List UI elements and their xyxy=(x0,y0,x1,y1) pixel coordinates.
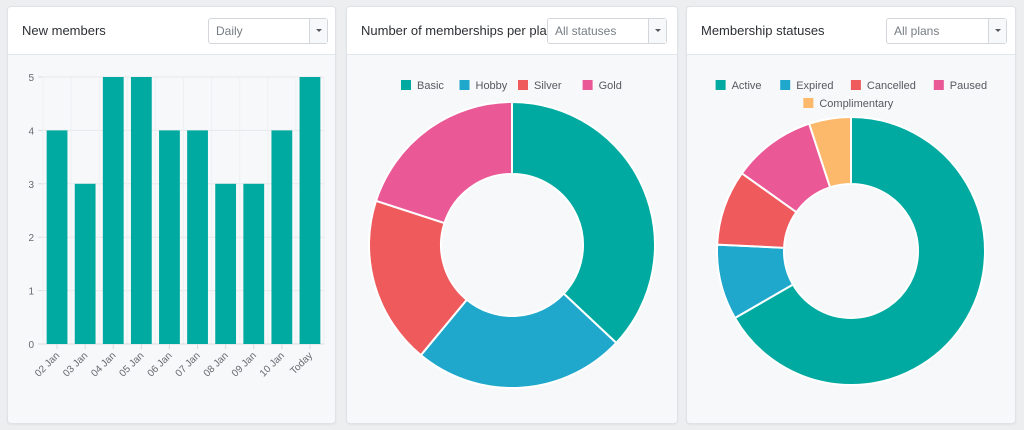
legend-swatch[interactable] xyxy=(780,80,791,90)
legend-swatch[interactable] xyxy=(582,80,593,90)
legend-label[interactable]: Expired xyxy=(796,80,833,92)
status-filter-value: All statuses xyxy=(555,24,617,38)
y-tick-label: 4 xyxy=(28,126,34,137)
donut-slice[interactable] xyxy=(511,100,656,345)
x-tick-label: 04 Jan xyxy=(89,350,118,379)
x-tick-label: 09 Jan xyxy=(230,350,259,379)
donut-slice[interactable] xyxy=(419,292,618,389)
bar[interactable] xyxy=(46,130,68,344)
bar[interactable] xyxy=(159,130,180,344)
new-members-title: New members xyxy=(22,23,106,38)
x-tick-label: 10 Jan xyxy=(258,350,287,379)
legend-swatch[interactable] xyxy=(715,80,726,90)
bar[interactable] xyxy=(74,183,96,344)
memberships-per-plan-header: Number of memberships per plan All statu… xyxy=(347,7,677,55)
legend-swatch[interactable] xyxy=(803,98,814,108)
donut-slice[interactable] xyxy=(807,115,852,189)
membership-statuses-donut-chart: Active Expired Cancelled Paused Complimentar… xyxy=(715,80,987,386)
legend-label[interactable]: Hobby xyxy=(476,80,508,92)
bar[interactable] xyxy=(102,77,124,344)
chevron-down-icon[interactable] xyxy=(648,19,666,43)
x-tick-label: Today xyxy=(288,350,315,377)
chevron-down-icon[interactable] xyxy=(988,19,1006,43)
y-tick-label: 5 xyxy=(28,73,34,84)
legend-label[interactable]: Basic xyxy=(417,80,444,92)
new-members-header: New members Daily xyxy=(8,7,335,55)
legend-label[interactable]: Active xyxy=(732,80,762,92)
membership-statuses-panel: Membership statuses All plans Active Expi… xyxy=(686,6,1016,424)
legend-label[interactable]: Paused xyxy=(950,80,987,92)
memberships-per-plan-donut-chart: Basic Hobby Silver Gold xyxy=(368,80,656,389)
y-tick-label: 0 xyxy=(28,340,34,351)
legend-swatch[interactable] xyxy=(850,80,861,90)
membership-statuses-title: Membership statuses xyxy=(701,23,825,38)
bar[interactable] xyxy=(271,130,293,344)
donut-slice[interactable] xyxy=(733,115,986,386)
plan-filter-select[interactable]: All plans xyxy=(886,18,1007,44)
bar[interactable] xyxy=(187,130,208,344)
y-tick-label: 3 xyxy=(28,180,34,191)
x-tick-label: 08 Jan xyxy=(202,350,231,379)
x-tick-label: 06 Jan xyxy=(146,350,175,379)
memberships-per-plan-panel: Number of memberships per plan All statu… xyxy=(346,6,678,424)
y-tick-label: 2 xyxy=(28,233,34,244)
legend-swatch[interactable] xyxy=(401,80,411,90)
membership-statuses-header: Membership statuses All plans xyxy=(687,7,1015,55)
legend-swatch[interactable] xyxy=(933,80,944,90)
x-tick-label: 07 Jan xyxy=(174,350,203,379)
new-members-panel: New members Daily 0 1 2 3 4 5 02 Jan 03 Jan 04 J… xyxy=(7,6,336,424)
bar[interactable] xyxy=(215,183,237,344)
legend-label[interactable]: Silver xyxy=(534,80,562,92)
donut-slice[interactable] xyxy=(368,199,469,357)
y-tick-label: 1 xyxy=(28,287,34,298)
bar[interactable] xyxy=(243,183,265,344)
legend-label[interactable]: Complimentary xyxy=(819,98,893,110)
legend-swatch[interactable] xyxy=(518,80,528,90)
legend-label[interactable]: Cancelled xyxy=(867,80,916,92)
x-tick-label: 05 Jan xyxy=(117,350,146,379)
period-select-value: Daily xyxy=(216,24,243,38)
period-select[interactable]: Daily xyxy=(208,18,328,44)
bar[interactable] xyxy=(299,77,321,344)
new-members-bar-chart: 0 1 2 3 4 5 02 Jan 03 Jan 04 Jan 05 Jan 06 Jan 07 J… xyxy=(28,73,325,379)
memberships-per-plan-title: Number of memberships per plan xyxy=(361,23,554,38)
legend-label[interactable]: Gold xyxy=(599,80,622,92)
bar[interactable] xyxy=(130,77,152,344)
chevron-down-icon[interactable] xyxy=(309,19,327,43)
x-tick-label: 03 Jan xyxy=(61,350,90,379)
plan-filter-value: All plans xyxy=(894,24,940,38)
donut-slice[interactable] xyxy=(374,100,513,225)
legend-swatch[interactable] xyxy=(459,80,470,90)
x-tick-label: 02 Jan xyxy=(33,350,62,379)
status-filter-select[interactable]: All statuses xyxy=(547,18,667,44)
